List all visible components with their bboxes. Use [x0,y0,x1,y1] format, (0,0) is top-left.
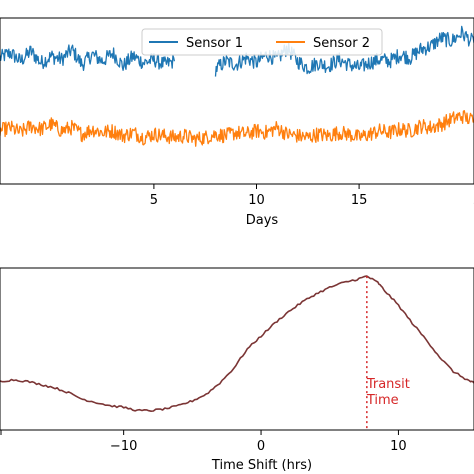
sensor-x-tick-label: 5 [150,193,158,208]
line-sensor-2-segment-1 [0,110,474,147]
sensor-lines [0,25,474,147]
transit-time-label-line2: Time [366,393,399,408]
correlation-x-axis-label: Time Shift (hrs) [211,458,312,473]
legend-label-sensor-2: Sensor 2 [313,36,370,51]
legend-label-sensor-1: Sensor 1 [186,36,243,51]
sensor-x-ticks: 510152 [150,184,474,208]
sensor-chart: 510152 Days Sensor 1 Sensor 2 [0,17,474,228]
correlation-x-tick-label: −10 [110,439,137,454]
line-cross-correlation [0,275,474,412]
legend-box [141,28,383,56]
correlation-x-tick-label: 0 [257,439,265,454]
sensor-x-axis-label: Days [246,213,279,228]
sensor-x-tick-label: 15 [351,193,368,208]
line-sensor-1-segment-1 [0,44,176,72]
correlation-x-ticks: −10 0 10 [0,430,407,454]
sensor-x-tick-label: 10 [248,193,265,208]
line-sensor-1-segment-2 [214,25,474,77]
legend: Sensor 1 Sensor 2 [141,28,383,56]
correlation-lines [0,275,474,412]
transit-time-label-line1: Transit [366,377,410,392]
correlation-x-tick-label: 10 [390,439,407,454]
sensor-plot-frame [0,17,474,185]
correlation-plot-frame [0,267,474,431]
